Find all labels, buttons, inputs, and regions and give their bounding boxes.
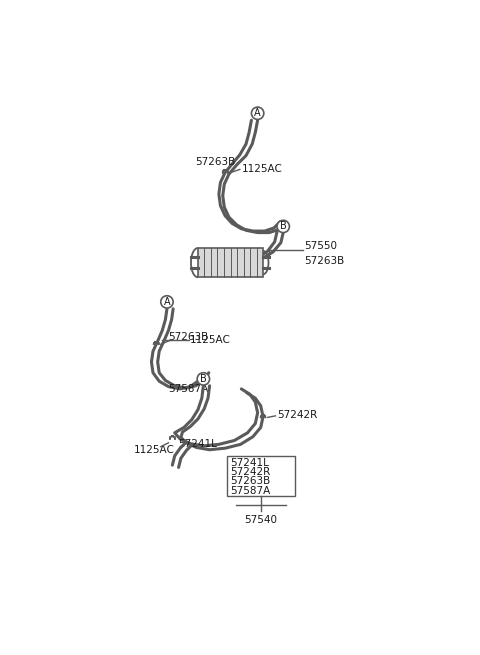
Text: B: B	[280, 221, 287, 231]
Text: A: A	[164, 297, 170, 307]
Text: 57540: 57540	[244, 515, 277, 525]
Circle shape	[197, 373, 210, 385]
Text: 57550: 57550	[304, 242, 337, 252]
Text: B: B	[200, 374, 207, 384]
Text: 57241L: 57241L	[178, 440, 216, 449]
Text: 57263B: 57263B	[230, 476, 270, 486]
Text: A: A	[254, 108, 261, 119]
Text: 57241L: 57241L	[230, 458, 269, 468]
Text: 1125AC: 1125AC	[241, 164, 282, 174]
Text: 57263B: 57263B	[168, 332, 209, 343]
Text: 57242R: 57242R	[277, 410, 317, 420]
Text: 57242R: 57242R	[230, 467, 270, 477]
Circle shape	[277, 220, 289, 233]
Text: 57587A: 57587A	[230, 485, 270, 496]
Text: 1125AC: 1125AC	[190, 335, 231, 345]
Bar	[227, 456, 295, 496]
Text: 57587A: 57587A	[168, 384, 209, 394]
Text: 1125AC: 1125AC	[133, 445, 175, 455]
Circle shape	[252, 107, 264, 119]
Text: 57263B: 57263B	[196, 157, 236, 167]
Circle shape	[161, 296, 173, 308]
Text: 57263B: 57263B	[304, 256, 344, 266]
Bar	[198, 248, 263, 277]
